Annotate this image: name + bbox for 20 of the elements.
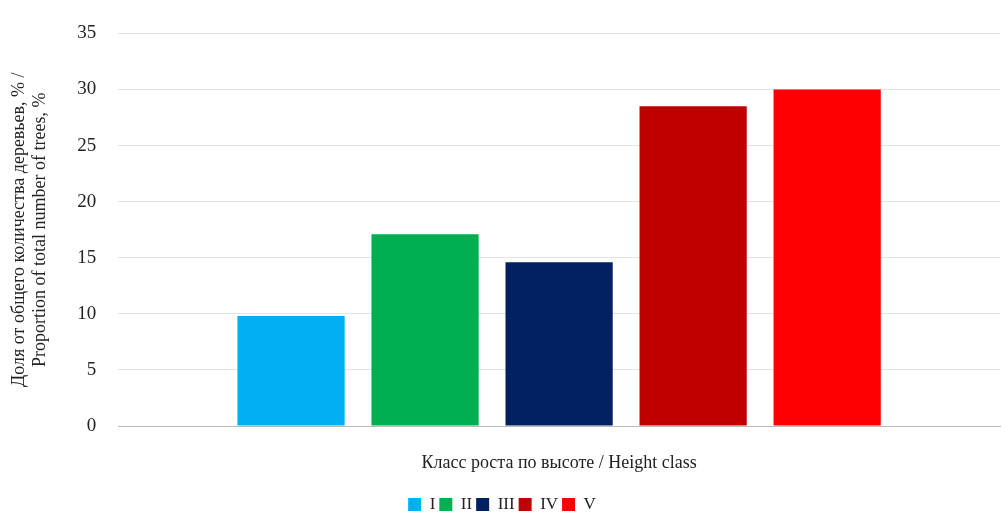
- legend-label: I: [429, 493, 436, 513]
- y-tick-label: 25: [77, 133, 97, 155]
- legend-label: V: [583, 493, 597, 513]
- legend-label: IV: [540, 493, 559, 513]
- y-tick-label: 30: [77, 77, 97, 99]
- y-axis-title: Доля от общего количества деревьев, % / Proportion of total number of trees, %: [7, 72, 50, 387]
- bar: [639, 106, 747, 426]
- y-tick-label: 20: [77, 189, 97, 211]
- y-tick-label: 10: [77, 301, 97, 323]
- legend-label: III: [497, 493, 515, 513]
- y-tick-label: 5: [86, 357, 97, 379]
- bar: [505, 262, 613, 426]
- y-tick-label: 15: [77, 245, 97, 267]
- y-tick-label: 35: [77, 21, 97, 43]
- y-tick-label: 0: [86, 413, 97, 435]
- x-axis-title: Класс роста по высоте / Height class: [421, 451, 697, 472]
- bar: [773, 89, 881, 426]
- bar: [371, 234, 479, 426]
- legend-label: II: [460, 493, 473, 513]
- bar: [237, 316, 345, 426]
